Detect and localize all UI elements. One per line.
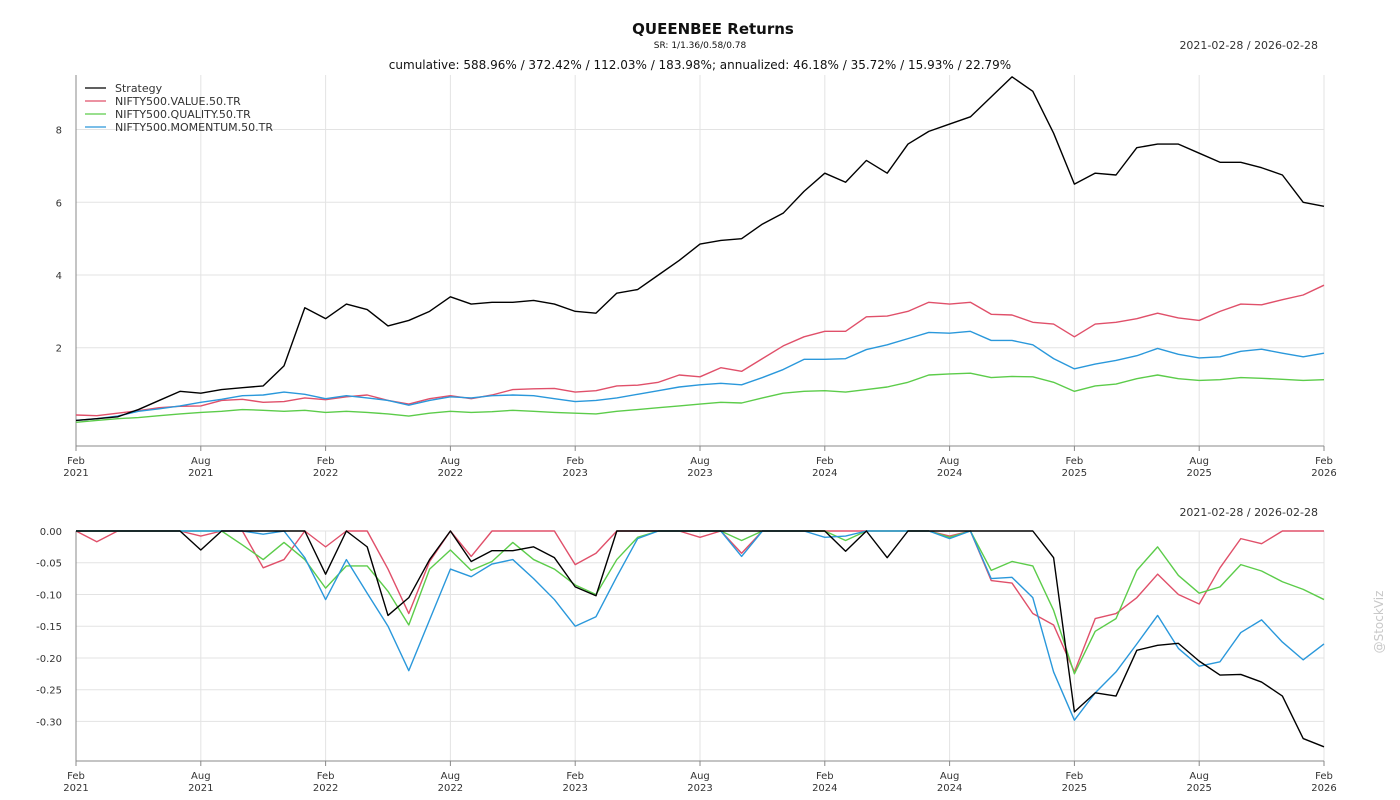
series-line-nifty500-value-50-tr-drawdown (75, 530, 1324, 673)
series-line-nifty500-momentum-50-tr (75, 330, 1325, 422)
x-tick-label: 2026 (1311, 783, 1336, 794)
x-tick-label: 2021 (63, 468, 88, 479)
x-tick-label: 2023 (687, 783, 712, 794)
x-tick-label: 2024 (937, 468, 962, 479)
x-tick-label: 2025 (1062, 783, 1087, 794)
x-tick-label: 2024 (937, 783, 962, 794)
legend-label-strategy: Strategy (115, 82, 163, 95)
sharpe-ratio-label: SR: 1/1.36/0.58/0.78 (654, 41, 747, 51)
x-tick-label: Aug (940, 771, 960, 782)
x-tick-label: Aug (940, 456, 960, 467)
bottom-date-range: 2021-02-28 / 2026-02-28 (1179, 506, 1318, 519)
x-tick-label: 2025 (1186, 783, 1211, 794)
legend-label-nifty500-quality-50-tr: NIFTY500.QUALITY.50.TR (115, 108, 251, 121)
y-tick-label: 6 (56, 198, 62, 209)
x-tick-label: Aug (690, 771, 710, 782)
x-tick-label: 2021 (188, 783, 213, 794)
x-tick-label: Feb (1315, 456, 1333, 467)
series-line-strategy (75, 76, 1325, 422)
x-tick-label: Aug (1189, 771, 1209, 782)
x-tick-label: Aug (1189, 456, 1209, 467)
x-tick-label: Aug (441, 456, 461, 467)
series-line-strategy-drawdown (76, 530, 1325, 748)
x-tick-label: Feb (67, 771, 85, 782)
legend-label-nifty500-momentum-50-tr: NIFTY500.MOMENTUM.50.TR (115, 121, 273, 134)
x-tick-label: Aug (191, 771, 211, 782)
x-tick-label: 2022 (438, 783, 463, 794)
x-tick-label: Feb (1066, 456, 1084, 467)
x-tick-label: 2022 (313, 783, 338, 794)
chart-title: QUEENBEE Returns (632, 20, 794, 38)
x-tick-label: 2021 (63, 783, 88, 794)
x-tick-label: 2022 (313, 468, 338, 479)
y-tick-label: -0.20 (36, 654, 62, 665)
x-tick-label: 2024 (812, 468, 837, 479)
x-tick-label: 2024 (812, 783, 837, 794)
y-tick-label: -0.10 (36, 590, 62, 601)
top-date-range: 2021-02-28 / 2026-02-28 (1179, 39, 1318, 52)
x-tick-label: Feb (317, 771, 335, 782)
legend: StrategyNIFTY500.VALUE.50.TRNIFTY500.QUA… (85, 82, 273, 134)
x-tick-label: Feb (317, 456, 335, 467)
y-tick-label: 4 (56, 271, 62, 282)
drawdown-panel: Feb2021Aug2021Feb2022Aug2022Feb2023Aug20… (36, 527, 1337, 794)
y-tick-label: -0.25 (36, 686, 62, 697)
x-tick-label: Feb (1315, 771, 1333, 782)
x-tick-label: 2021 (188, 468, 213, 479)
x-tick-label: Feb (816, 456, 834, 467)
x-tick-label: 2023 (687, 468, 712, 479)
x-tick-label: Aug (690, 456, 710, 467)
x-tick-label: Feb (566, 456, 584, 467)
x-tick-label: 2025 (1186, 468, 1211, 479)
x-tick-label: Feb (566, 771, 584, 782)
x-tick-label: 2025 (1062, 468, 1087, 479)
legend-label-nifty500-value-50-tr: NIFTY500.VALUE.50.TR (115, 95, 241, 108)
y-tick-label: 2 (56, 344, 62, 355)
x-tick-label: Feb (1066, 771, 1084, 782)
x-tick-label: Aug (441, 771, 461, 782)
x-tick-label: Feb (67, 456, 85, 467)
x-tick-label: Feb (816, 771, 834, 782)
y-tick-label: -0.30 (36, 717, 62, 728)
x-tick-label: 2022 (438, 468, 463, 479)
y-tick-label: -0.15 (36, 622, 62, 633)
x-tick-label: 2026 (1311, 468, 1336, 479)
watermark: @StockViz (1372, 591, 1386, 654)
cumulative-returns-panel: Feb2021Aug2021Feb2022Aug2022Feb2023Aug20… (56, 75, 1337, 479)
x-tick-label: 2023 (562, 468, 587, 479)
x-tick-label: Aug (191, 456, 211, 467)
chart-subtitle: cumulative: 588.96% / 372.42% / 112.03% … (389, 58, 1011, 72)
y-tick-label: 8 (56, 126, 62, 137)
y-tick-label: 0.00 (40, 527, 62, 538)
series-line-nifty500-quality-50-tr (75, 372, 1325, 423)
series-line-nifty500-value-50-tr (75, 284, 1325, 417)
y-tick-label: -0.05 (36, 559, 62, 570)
x-tick-label: 2023 (562, 783, 587, 794)
